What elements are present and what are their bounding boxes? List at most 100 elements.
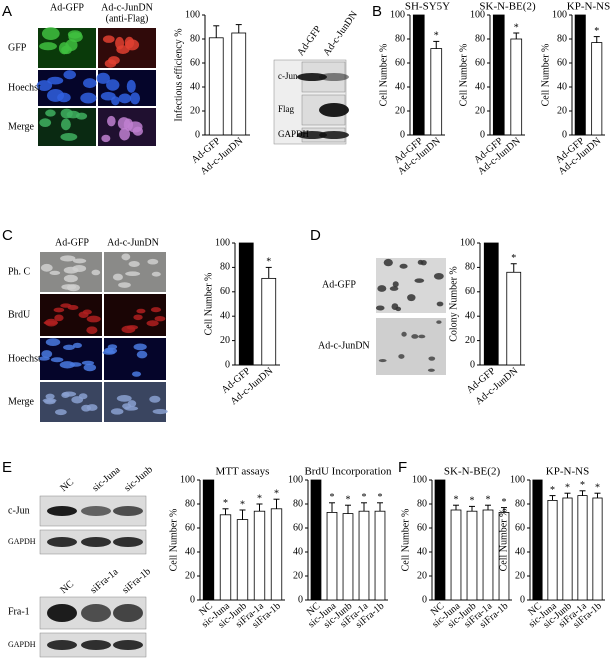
y-tick-label: 40 (465, 310, 475, 321)
bar (492, 14, 505, 136)
cell (91, 269, 101, 276)
error-bar (345, 504, 351, 514)
y-tick-label: 20 (515, 570, 525, 581)
cell (411, 334, 419, 339)
bar (236, 519, 249, 601)
error-bar (485, 504, 491, 510)
significance: * (594, 26, 599, 37)
significance: * (454, 494, 459, 505)
bar (591, 42, 603, 136)
error-bar (235, 24, 242, 33)
row-label: Merge (8, 121, 34, 132)
significance: * (434, 31, 439, 42)
y-axis-label: Cell Number % (458, 44, 469, 107)
cell (61, 392, 70, 398)
panel-letter: A (2, 3, 12, 20)
cell (63, 344, 75, 350)
cell (378, 359, 387, 363)
band (113, 506, 143, 516)
significance: * (470, 496, 475, 507)
cell (126, 79, 136, 93)
bar (430, 48, 443, 136)
chart-title: SK-N-BE(2) (479, 1, 536, 13)
panel-letter: D (310, 227, 321, 244)
bar (208, 37, 224, 136)
cell (427, 368, 435, 372)
y-tick-label: 100 (390, 9, 405, 20)
column-label: Ad-GFP (55, 237, 89, 248)
y-tick-label: 40 (557, 81, 567, 92)
row-label: Ph. C (8, 266, 31, 277)
cell (377, 285, 387, 292)
bar (270, 508, 283, 601)
significance: * (486, 494, 491, 505)
cell (136, 350, 148, 359)
band (297, 131, 327, 139)
significance: * (266, 257, 271, 268)
column-label: Ad-c-JunDN (107, 237, 159, 248)
band (47, 604, 77, 622)
bar (466, 510, 478, 601)
significance: * (223, 498, 228, 509)
cell (47, 76, 64, 85)
cell (436, 301, 444, 307)
significance: * (514, 22, 519, 33)
cell (102, 35, 115, 43)
y-tick-label: 100 (460, 237, 475, 248)
micrograph (376, 318, 446, 375)
error-bar (265, 266, 272, 279)
y-tick-label: 60 (465, 286, 475, 297)
y-axis-label: Cell Number % (168, 509, 179, 572)
cell (110, 408, 124, 415)
cell (151, 271, 161, 277)
bar (450, 509, 462, 601)
y-tick-label: 80 (515, 498, 525, 509)
bar (412, 14, 425, 136)
band (47, 640, 77, 650)
y-tick-label: 100 (185, 9, 200, 20)
y-tick-label: 40 (475, 81, 485, 92)
cell (44, 318, 58, 327)
row-label: Hoechst (8, 82, 41, 93)
bar (253, 510, 266, 601)
cell (125, 39, 140, 51)
cell (68, 32, 83, 43)
row-label: Merge (8, 396, 34, 407)
bar (326, 512, 338, 601)
cell (53, 307, 65, 313)
cell (395, 306, 402, 312)
cell (133, 343, 147, 351)
y-tick-label: 60 (185, 522, 195, 533)
row-label: GAPDH (8, 640, 36, 649)
y-tick-label: 40 (395, 81, 405, 92)
column-label: Ad-GFP (50, 2, 84, 13)
y-tick-label: 0 (298, 594, 303, 605)
column-label: Ad-c-JunDN (321, 9, 360, 58)
column-label: sic-Juna (90, 464, 123, 494)
cell (50, 357, 64, 363)
cell (375, 305, 385, 311)
y-tick-label: 80 (293, 498, 303, 509)
y-tick-label: 60 (190, 57, 200, 68)
y-tick-label: 100 (180, 474, 195, 485)
bar (310, 479, 322, 601)
cell (389, 286, 399, 291)
panel-letter: F (398, 459, 407, 476)
y-axis-label: Colony Number % (448, 266, 459, 342)
y-tick-label: 80 (417, 498, 427, 509)
cell (152, 409, 168, 415)
band (81, 640, 111, 650)
cell (78, 393, 88, 400)
bar (238, 242, 254, 366)
cell (401, 331, 407, 337)
bar (506, 271, 522, 366)
y-tick-label: 100 (215, 237, 230, 248)
cell (38, 356, 50, 361)
cell (80, 92, 97, 104)
y-axis-label: Infectious efficiency % (173, 28, 184, 121)
cell (47, 89, 65, 102)
y-tick-label: 0 (225, 359, 230, 370)
error-bar (469, 505, 475, 512)
cell (116, 395, 132, 402)
cell (112, 273, 123, 281)
